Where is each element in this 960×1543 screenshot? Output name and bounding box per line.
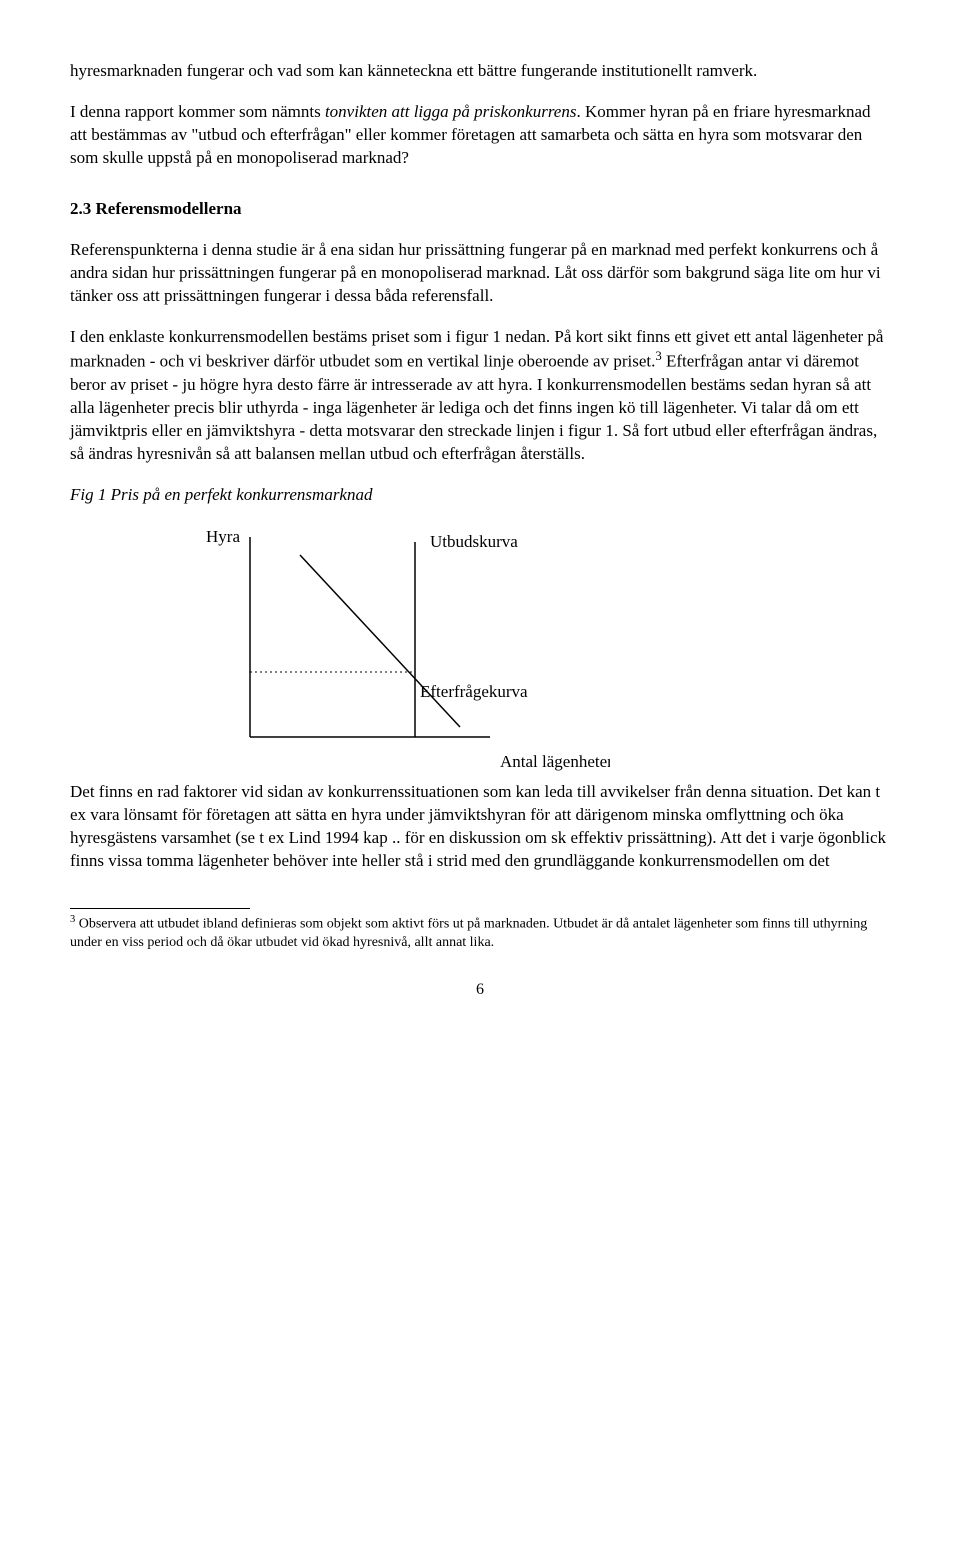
para2-text-a: I denna rapport kommer som nämnts	[70, 102, 325, 121]
chart-svg: Hyra Utbudskurva Efterfrågekurva Antal läge…	[190, 517, 610, 777]
footnote-text: Observera att utbudet ibland definieras …	[70, 917, 867, 950]
footnote-3: 3 Observera att utbudet ibland definiera…	[70, 913, 890, 951]
paragraph-factors: Det finns en rad faktorer vid sidan av k…	[70, 781, 890, 873]
figure-caption: Fig 1 Pris på en perfekt konkurrensmarkn…	[70, 484, 890, 507]
svg-text:Efterfrågekurva: Efterfrågekurva	[420, 682, 528, 701]
paragraph-model: I den enklaste konkurrensmodellen bestäm…	[70, 326, 890, 466]
page-number: 6	[70, 979, 890, 1001]
paragraph-intro: hyresmarknaden fungerar och vad som kan …	[70, 60, 890, 83]
para2-emphasis: tonvikten att ligga på priskonkurrens	[325, 102, 577, 121]
svg-text:Antal lägenheter: Antal lägenheter	[500, 752, 610, 771]
svg-text:Utbudskurva: Utbudskurva	[430, 532, 518, 551]
section-heading: 2.3 Referensmodellerna	[70, 198, 890, 221]
paragraph-ref: Referenspunkterna i denna studie är å en…	[70, 239, 890, 308]
supply-demand-chart: Hyra Utbudskurva Efterfrågekurva Antal läge…	[190, 517, 890, 777]
footnote-separator	[70, 908, 250, 909]
svg-text:Hyra: Hyra	[206, 527, 240, 546]
paragraph-topic: I denna rapport kommer som nämnts tonvik…	[70, 101, 890, 170]
